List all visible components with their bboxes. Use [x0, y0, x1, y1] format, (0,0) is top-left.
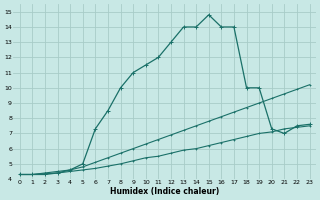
- X-axis label: Humidex (Indice chaleur): Humidex (Indice chaleur): [110, 187, 219, 196]
